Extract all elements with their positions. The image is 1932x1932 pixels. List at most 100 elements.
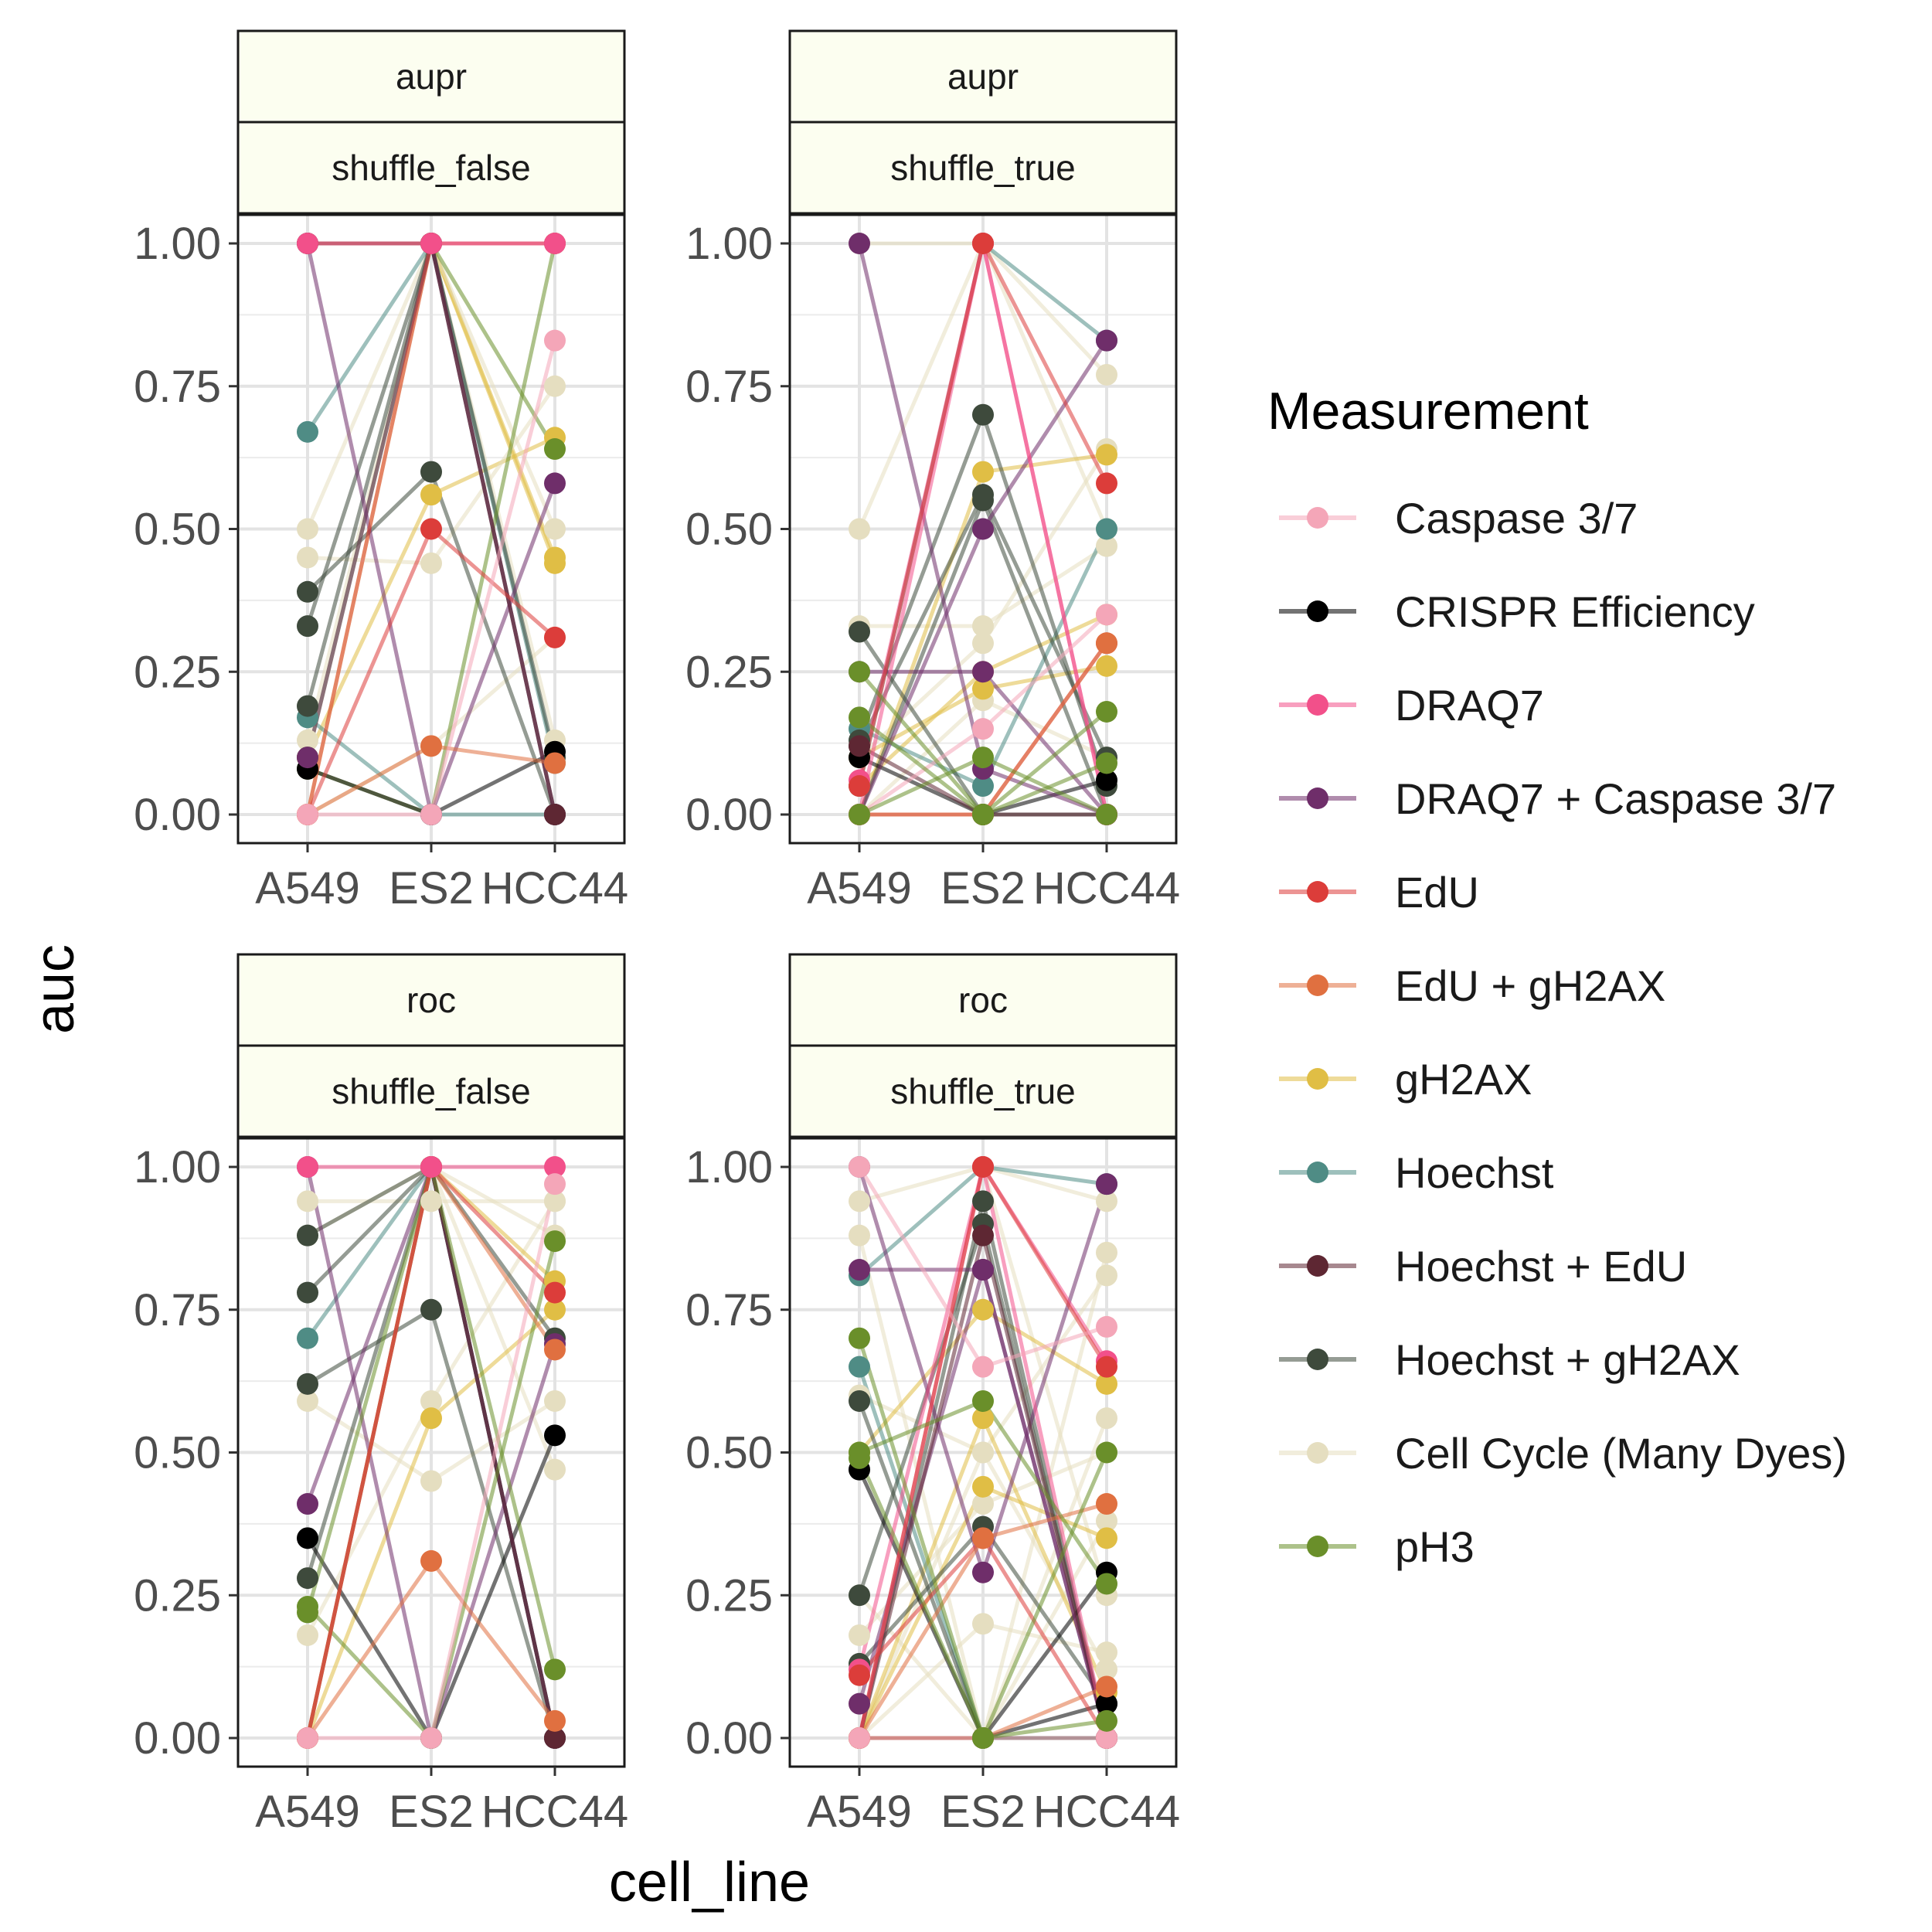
y-tick-label: 0.75 — [134, 1285, 221, 1335]
data-point — [544, 1281, 566, 1304]
data-point — [849, 1727, 870, 1749]
legend-label: Hoechst + EdU — [1395, 1242, 1687, 1291]
legend-key-point — [1307, 600, 1328, 622]
y-tick-label: 0.00 — [685, 1713, 773, 1764]
x-axis-title: cell_line — [609, 1852, 810, 1913]
data-point — [972, 1493, 994, 1515]
y-tick-label: 0.00 — [134, 1713, 221, 1764]
legend-item: pH3 — [1279, 1522, 1475, 1571]
data-point — [972, 1613, 994, 1635]
data-point — [420, 484, 442, 506]
data-point — [972, 718, 994, 740]
data-point — [1096, 518, 1117, 540]
facet-strip-top-label: aupr — [396, 56, 467, 97]
data-point — [1096, 1241, 1117, 1264]
data-point — [1096, 363, 1117, 386]
panel-1: aupr shuffle_false 0.00 0.25 0.50 0.75 1.00 A54… — [134, 29, 628, 913]
y-tick-label: 1.00 — [134, 219, 221, 269]
facet-strip-top-label: roc — [406, 980, 456, 1020]
y-tick-label: 1.00 — [134, 1142, 221, 1192]
legend-key-point — [1307, 694, 1328, 716]
y-tick-label: 0.00 — [134, 790, 221, 840]
data-point — [1096, 1407, 1117, 1430]
data-point — [972, 1224, 994, 1247]
data-point — [544, 804, 566, 825]
legend-key-point — [1307, 881, 1328, 903]
data-point — [1096, 1510, 1117, 1532]
data-point — [297, 1567, 318, 1590]
data-point — [972, 403, 994, 426]
facet-strip-bottom-label: shuffle_false — [332, 1071, 530, 1111]
legend-key-point — [1307, 1068, 1328, 1090]
data-point — [849, 621, 870, 643]
data-point — [544, 1424, 566, 1447]
legend-label: EdU — [1395, 868, 1479, 917]
data-point — [849, 1259, 870, 1281]
legend-item: DRAQ7 + Caspase 3/7 — [1279, 774, 1836, 823]
facet-strip-bottom — [236, 121, 626, 215]
data-point — [849, 1224, 870, 1247]
legend-item: DRAQ7 — [1279, 681, 1544, 730]
panels: aupr shuffle_false 0.00 0.25 0.50 0.75 1.00 A54… — [134, 29, 1180, 1837]
legend-item: Hoechst — [1279, 1148, 1554, 1197]
data-point — [849, 1355, 870, 1378]
data-point — [544, 1389, 566, 1412]
data-point — [297, 1190, 318, 1213]
data-point — [849, 775, 870, 798]
data-point — [544, 438, 566, 461]
data-point — [1096, 1173, 1117, 1196]
data-point — [297, 233, 318, 254]
data-point — [849, 804, 870, 825]
data-point — [972, 489, 994, 512]
data-point — [849, 1327, 870, 1349]
data-point — [420, 552, 442, 574]
data-point — [297, 1372, 318, 1395]
data-point — [420, 1549, 442, 1572]
data-point — [849, 1447, 870, 1469]
data-point — [1096, 1641, 1117, 1664]
data-point — [1096, 700, 1117, 723]
legend-item: CRISPR Efficiency — [1279, 587, 1755, 636]
data-point — [544, 1658, 566, 1681]
data-point — [972, 1727, 994, 1749]
legend-label: DRAQ7 — [1395, 681, 1544, 730]
data-point — [849, 661, 870, 683]
data-point — [1096, 1675, 1117, 1698]
data-point — [420, 1407, 442, 1430]
x-tick-label: ES2 — [940, 863, 1026, 913]
x-tick-label: HCC44 — [1033, 1787, 1180, 1837]
data-point — [297, 729, 318, 751]
legend-label: gH2AX — [1395, 1055, 1532, 1104]
data-point — [544, 329, 566, 352]
series-points — [849, 1156, 1117, 1749]
x-tick-label: ES2 — [389, 863, 474, 913]
data-point — [1096, 1190, 1117, 1213]
data-point — [972, 615, 994, 638]
data-point — [297, 747, 318, 769]
data-point — [420, 518, 442, 540]
legend-key-point — [1307, 975, 1328, 996]
y-tick-label: 1.00 — [685, 219, 773, 269]
y-tick-label: 1.00 — [685, 1142, 773, 1192]
data-point — [420, 461, 442, 483]
data-point — [972, 1259, 994, 1281]
data-point — [1096, 444, 1117, 466]
data-point — [849, 518, 870, 540]
data-point — [297, 1601, 318, 1624]
x-tick-label: HCC44 — [481, 1787, 628, 1837]
data-point — [849, 735, 870, 757]
data-point — [544, 1338, 566, 1361]
data-point — [1096, 769, 1117, 791]
data-point — [420, 1389, 442, 1412]
data-point — [972, 775, 994, 798]
data-point — [972, 233, 994, 254]
series-points — [297, 233, 566, 825]
data-point — [544, 626, 566, 648]
y-tick-label: 0.00 — [685, 790, 773, 840]
data-point — [849, 1389, 870, 1412]
y-tick-label: 0.75 — [685, 362, 773, 412]
data-point — [544, 546, 566, 569]
data-point — [849, 233, 870, 254]
data-point — [1096, 1493, 1117, 1515]
